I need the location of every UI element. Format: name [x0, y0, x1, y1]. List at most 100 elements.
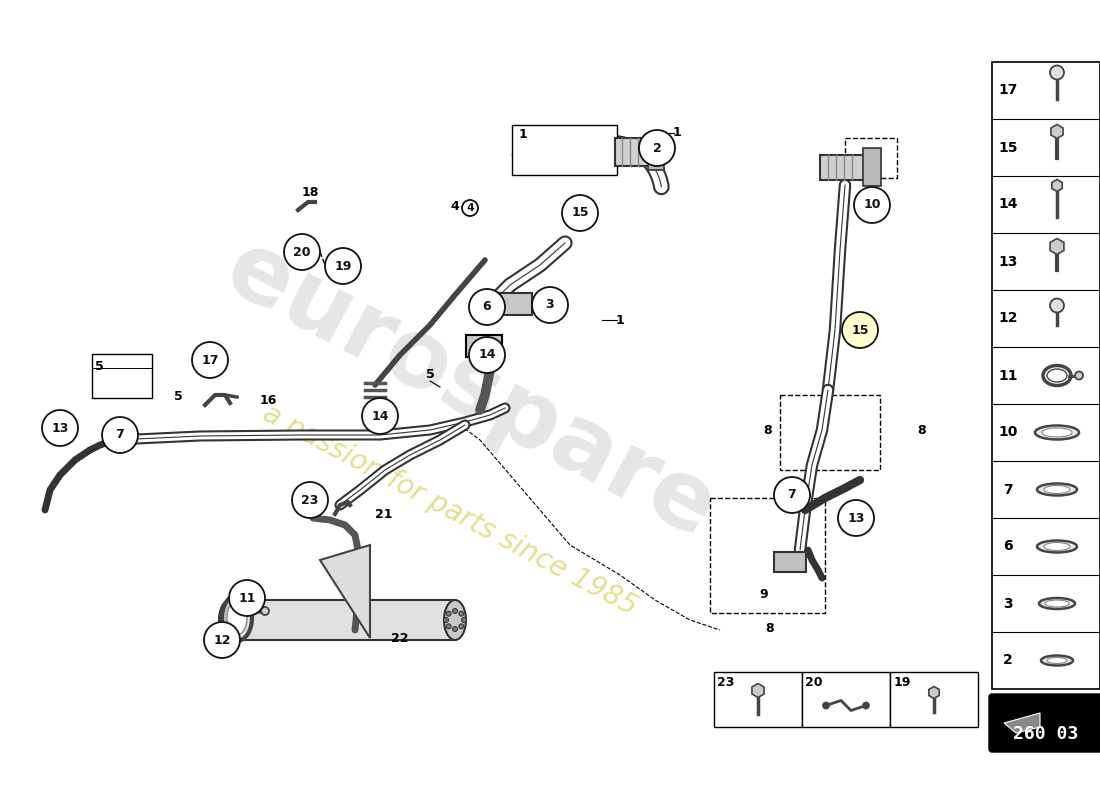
Text: 11: 11 [999, 369, 1018, 382]
Text: a passion for parts since 1985: a passion for parts since 1985 [258, 399, 641, 621]
Circle shape [823, 702, 829, 709]
Circle shape [459, 624, 464, 629]
Circle shape [324, 248, 361, 284]
Text: 4: 4 [466, 203, 474, 213]
Bar [512, 125, 617, 175]
Circle shape [447, 611, 451, 616]
Text: 5: 5 [95, 360, 103, 373]
Circle shape [854, 187, 890, 223]
Ellipse shape [1042, 428, 1072, 437]
Text: 7: 7 [788, 489, 796, 502]
Circle shape [1050, 298, 1064, 313]
Ellipse shape [1041, 655, 1072, 666]
Circle shape [102, 417, 138, 453]
Text: 14: 14 [478, 349, 496, 362]
Text: 260 03: 260 03 [1013, 725, 1079, 743]
Text: 12: 12 [213, 634, 231, 646]
Text: 19: 19 [893, 675, 911, 689]
Bar [780, 395, 880, 470]
Text: 19: 19 [334, 259, 352, 273]
Text: 3: 3 [546, 298, 554, 311]
Text: 1: 1 [672, 126, 681, 139]
Text: 5: 5 [426, 369, 434, 382]
FancyBboxPatch shape [989, 694, 1100, 752]
Text: 8: 8 [763, 423, 772, 437]
Ellipse shape [1044, 542, 1070, 550]
Text: 20: 20 [805, 675, 823, 689]
Circle shape [452, 609, 458, 614]
Circle shape [261, 607, 270, 615]
Bar [992, 62, 1100, 689]
Text: 3: 3 [1003, 597, 1013, 610]
Ellipse shape [1035, 426, 1079, 439]
Polygon shape [320, 545, 370, 638]
Ellipse shape [1044, 486, 1070, 494]
Text: 8: 8 [917, 423, 926, 437]
Ellipse shape [1037, 483, 1077, 495]
Circle shape [229, 580, 265, 616]
Circle shape [1050, 66, 1064, 79]
Text: 10: 10 [864, 198, 881, 211]
Text: 7: 7 [116, 429, 124, 442]
Circle shape [639, 130, 675, 166]
Bar [864, 148, 881, 186]
Text: 9: 9 [760, 587, 768, 601]
Bar [845, 138, 896, 178]
Text: 10: 10 [999, 426, 1018, 439]
Circle shape [192, 342, 228, 378]
Circle shape [462, 618, 466, 622]
Bar [230, 600, 455, 640]
Circle shape [452, 626, 458, 631]
Ellipse shape [1045, 600, 1069, 607]
Ellipse shape [227, 601, 248, 635]
Text: 2: 2 [1003, 654, 1013, 667]
Text: 17: 17 [201, 354, 219, 366]
Circle shape [864, 702, 869, 709]
Text: 4: 4 [451, 201, 460, 214]
Ellipse shape [1047, 369, 1067, 382]
Text: 17: 17 [999, 83, 1018, 98]
Ellipse shape [1040, 598, 1075, 609]
Circle shape [204, 622, 240, 658]
Text: 15: 15 [571, 206, 588, 219]
Circle shape [469, 337, 505, 373]
Text: 14: 14 [999, 198, 1018, 211]
Text: 23: 23 [717, 675, 735, 689]
Text: 1: 1 [616, 314, 625, 326]
Text: 13: 13 [847, 511, 865, 525]
Bar [714, 672, 802, 727]
Text: 5: 5 [174, 390, 183, 403]
Bar [615, 138, 654, 166]
Text: 8: 8 [766, 622, 774, 634]
Circle shape [1075, 371, 1084, 379]
Ellipse shape [1047, 658, 1067, 663]
Bar [648, 134, 664, 170]
Text: 15: 15 [851, 323, 869, 337]
Text: 20: 20 [294, 246, 310, 258]
Text: 8: 8 [860, 154, 869, 166]
Bar [497, 293, 532, 315]
Text: 13: 13 [52, 422, 68, 434]
Text: 15: 15 [999, 141, 1018, 154]
Circle shape [292, 482, 328, 518]
Text: 6: 6 [1003, 539, 1013, 554]
Text: 11: 11 [239, 591, 255, 605]
Ellipse shape [444, 600, 466, 640]
Bar [710, 498, 825, 613]
Text: 14: 14 [372, 410, 388, 422]
Text: eurospare: eurospare [209, 222, 730, 558]
Circle shape [362, 398, 398, 434]
Ellipse shape [1037, 541, 1077, 553]
Text: 22: 22 [392, 631, 409, 645]
Text: 7: 7 [1003, 482, 1013, 497]
Text: 12: 12 [999, 311, 1018, 326]
Bar [820, 155, 870, 180]
Circle shape [462, 200, 478, 216]
Text: 23: 23 [301, 494, 319, 506]
Ellipse shape [219, 600, 241, 640]
Polygon shape [1004, 713, 1040, 733]
Circle shape [774, 477, 810, 513]
Circle shape [284, 234, 320, 270]
Circle shape [443, 618, 449, 622]
Text: 16: 16 [260, 394, 277, 406]
